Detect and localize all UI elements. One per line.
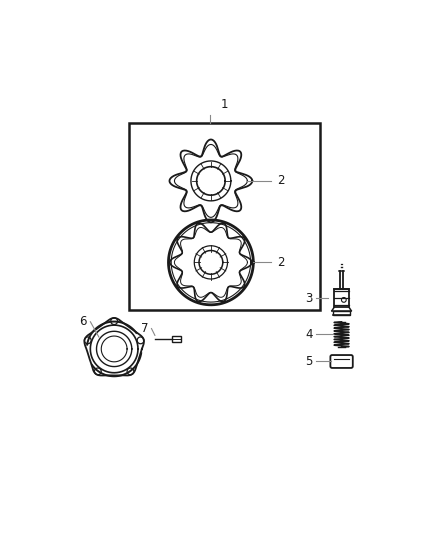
Text: 4: 4: [305, 328, 313, 341]
Text: 7: 7: [141, 322, 148, 335]
Text: 1: 1: [221, 98, 228, 111]
Text: 2: 2: [277, 174, 285, 188]
Text: 3: 3: [305, 292, 313, 304]
Text: 6: 6: [80, 316, 87, 328]
Text: 2: 2: [277, 256, 285, 269]
Text: 5: 5: [305, 355, 313, 368]
